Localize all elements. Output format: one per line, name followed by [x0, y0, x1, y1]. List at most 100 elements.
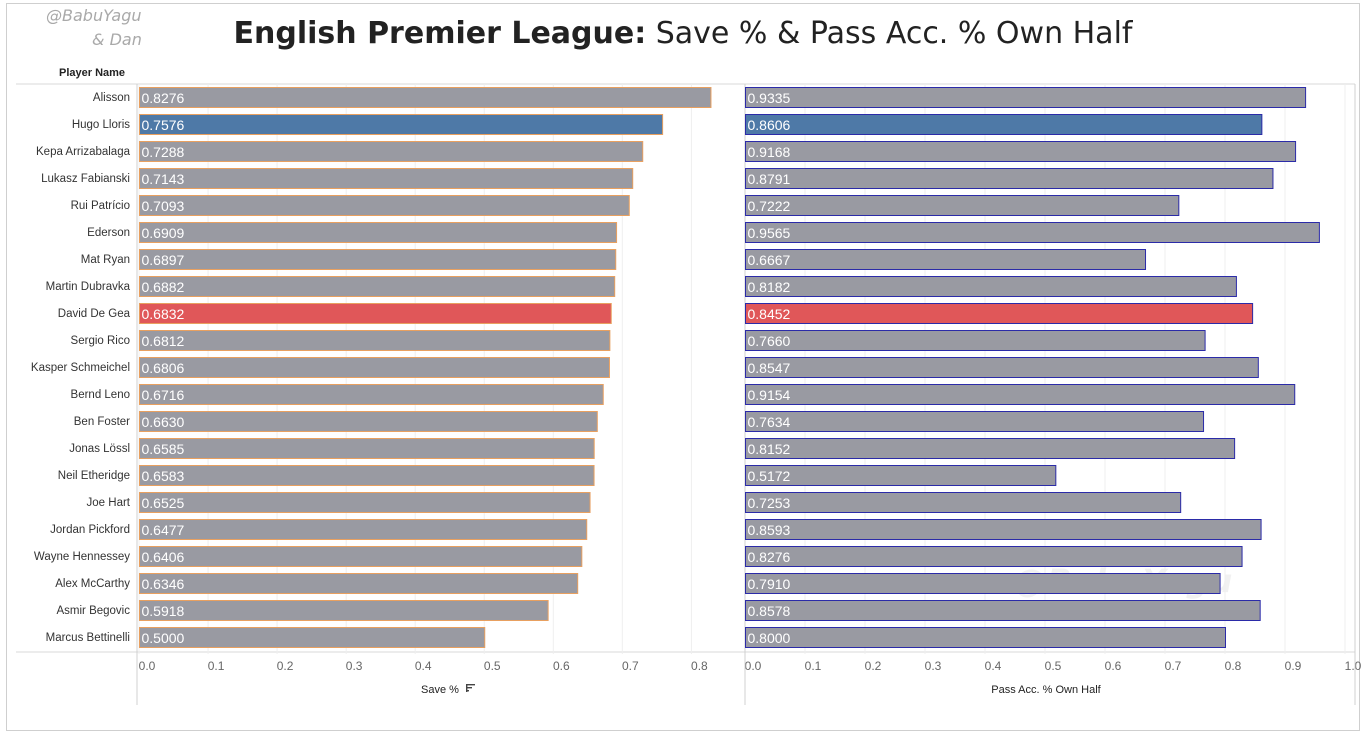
- pass-bar[interactable]: [745, 519, 1262, 540]
- pass-value-label: 0.8547: [748, 360, 791, 376]
- save-tick-label: 0.6: [553, 659, 570, 673]
- pass-value-label: 0.8578: [748, 603, 791, 619]
- row-label[interactable]: Ben Foster: [74, 416, 130, 428]
- row-label[interactable]: Lukasz Fabianski: [41, 173, 130, 185]
- pass-bar[interactable]: [745, 330, 1206, 351]
- pass-value-label: 0.9154: [748, 387, 791, 403]
- save-value-label: 0.6806: [142, 360, 185, 376]
- save-value-label: 0.6346: [142, 576, 185, 592]
- save-bar[interactable]: [139, 222, 618, 243]
- save-value-label: 0.8276: [142, 90, 185, 106]
- row-label[interactable]: Hugo Lloris: [72, 119, 130, 131]
- save-bar[interactable]: [139, 330, 611, 351]
- save-bar[interactable]: [139, 465, 595, 486]
- save-bar[interactable]: [139, 546, 583, 567]
- save-bar[interactable]: [139, 87, 712, 108]
- pass-tick-label: 0.0: [745, 659, 762, 673]
- row-label[interactable]: Kepa Arrizabalaga: [36, 146, 131, 158]
- row-label[interactable]: Kasper Schmeichel: [31, 362, 130, 374]
- pass-bar[interactable]: [745, 87, 1307, 108]
- pass-bar[interactable]: [745, 249, 1147, 270]
- save-value-label: 0.7576: [142, 117, 185, 133]
- chart-frame: [6, 3, 1360, 731]
- pass-bar[interactable]: [745, 357, 1259, 378]
- save-tick-label: 0.7: [622, 659, 639, 673]
- save-bar[interactable]: [139, 168, 634, 189]
- pass-bar[interactable]: [745, 384, 1296, 405]
- pass-value-label: 0.7660: [748, 333, 791, 349]
- chart-title: English Premier League: Save % & Pass Ac…: [0, 16, 1366, 51]
- row-label[interactable]: Rui Patrício: [71, 200, 130, 212]
- save-value-label: 0.6583: [142, 468, 185, 484]
- pass-bar[interactable]: [745, 141, 1297, 162]
- pass-bar[interactable]: [745, 222, 1320, 243]
- row-label[interactable]: Marcus Bettinelli: [46, 632, 130, 644]
- pass-bar[interactable]: [745, 303, 1254, 324]
- row-label[interactable]: Alisson: [93, 92, 130, 104]
- row-label[interactable]: Jordan Pickford: [50, 524, 130, 536]
- pass-value-label: 0.8452: [748, 306, 791, 322]
- row-label[interactable]: Mat Ryan: [81, 254, 130, 266]
- row-label[interactable]: Wayne Hennessey: [34, 551, 130, 563]
- row-label[interactable]: Sergio Rico: [71, 335, 130, 347]
- save-bar[interactable]: [139, 276, 616, 297]
- pass-bar[interactable]: [745, 573, 1221, 594]
- save-bar[interactable]: [139, 627, 486, 648]
- save-bar[interactable]: [139, 249, 617, 270]
- row-label[interactable]: Neil Etheridge: [58, 470, 130, 482]
- author-credit: @BabuYagu & Dan: [46, 4, 156, 52]
- save-value-label: 0.6406: [142, 549, 185, 565]
- save-bar[interactable]: [139, 438, 595, 459]
- save-tick-label: 0.1: [208, 659, 225, 673]
- save-bar[interactable]: [139, 492, 591, 513]
- save-value-label: 0.6897: [142, 252, 185, 268]
- row-label[interactable]: Asmir Begovic: [57, 605, 131, 617]
- save-bar[interactable]: [139, 519, 588, 540]
- title-rest: Save % & Pass Acc. % Own Half: [646, 16, 1133, 51]
- row-label[interactable]: David De Gea: [58, 308, 131, 320]
- pass-bar[interactable]: [745, 492, 1182, 513]
- row-label[interactable]: Martin Dubravka: [46, 281, 131, 293]
- pass-bar[interactable]: [745, 276, 1237, 297]
- pass-value-label: 0.8152: [748, 441, 791, 457]
- save-value-label: 0.6832: [142, 306, 185, 322]
- pass-bar[interactable]: [745, 600, 1261, 621]
- pass-tick-label: 1.0: [1345, 659, 1362, 673]
- save-bar[interactable]: [139, 141, 644, 162]
- row-label[interactable]: Alex McCarthy: [55, 578, 130, 590]
- row-header-player-name[interactable]: Player Name: [59, 67, 126, 79]
- pass-bar[interactable]: [745, 168, 1274, 189]
- save-value-label: 0.6882: [142, 279, 185, 295]
- save-bar[interactable]: [139, 384, 604, 405]
- save-bar[interactable]: [139, 195, 630, 216]
- pass-tick-label: 0.9: [1285, 659, 1302, 673]
- save-tick-label: 0.4: [415, 659, 432, 673]
- save-value-label: 0.6585: [142, 441, 185, 457]
- save-bar[interactable]: [139, 573, 579, 594]
- row-label[interactable]: Bernd Leno: [71, 389, 130, 401]
- save-bar[interactable]: [139, 411, 598, 432]
- pass-bar[interactable]: [745, 546, 1243, 567]
- save-value-label: 0.6630: [142, 414, 185, 430]
- pass-bar[interactable]: [745, 465, 1057, 486]
- row-label[interactable]: Jonas Lössl: [69, 443, 130, 455]
- pass-bar[interactable]: [745, 114, 1263, 135]
- save-bar[interactable]: [139, 600, 549, 621]
- pass-value-label: 0.7634: [748, 414, 791, 430]
- row-label[interactable]: Joe Hart: [87, 497, 131, 509]
- pass-bar[interactable]: [745, 627, 1226, 648]
- save-bar[interactable]: [139, 114, 664, 135]
- save-bar[interactable]: [139, 357, 610, 378]
- row-label[interactable]: Ederson: [87, 227, 130, 239]
- pass-bar[interactable]: [745, 438, 1236, 459]
- pass-bar[interactable]: [745, 411, 1205, 432]
- save-value-label: 0.7143: [142, 171, 185, 187]
- save-bar[interactable]: [139, 303, 612, 324]
- save-value-label: 0.5000: [142, 630, 185, 646]
- title-bold: English Premier League:: [233, 16, 647, 51]
- sort-descending-icon[interactable]: [466, 684, 475, 692]
- save-tick-label: 0.2: [277, 659, 294, 673]
- save-axis-title: Save %: [421, 684, 459, 696]
- pass-bar[interactable]: [745, 195, 1180, 216]
- save-value-label: 0.6716: [142, 387, 185, 403]
